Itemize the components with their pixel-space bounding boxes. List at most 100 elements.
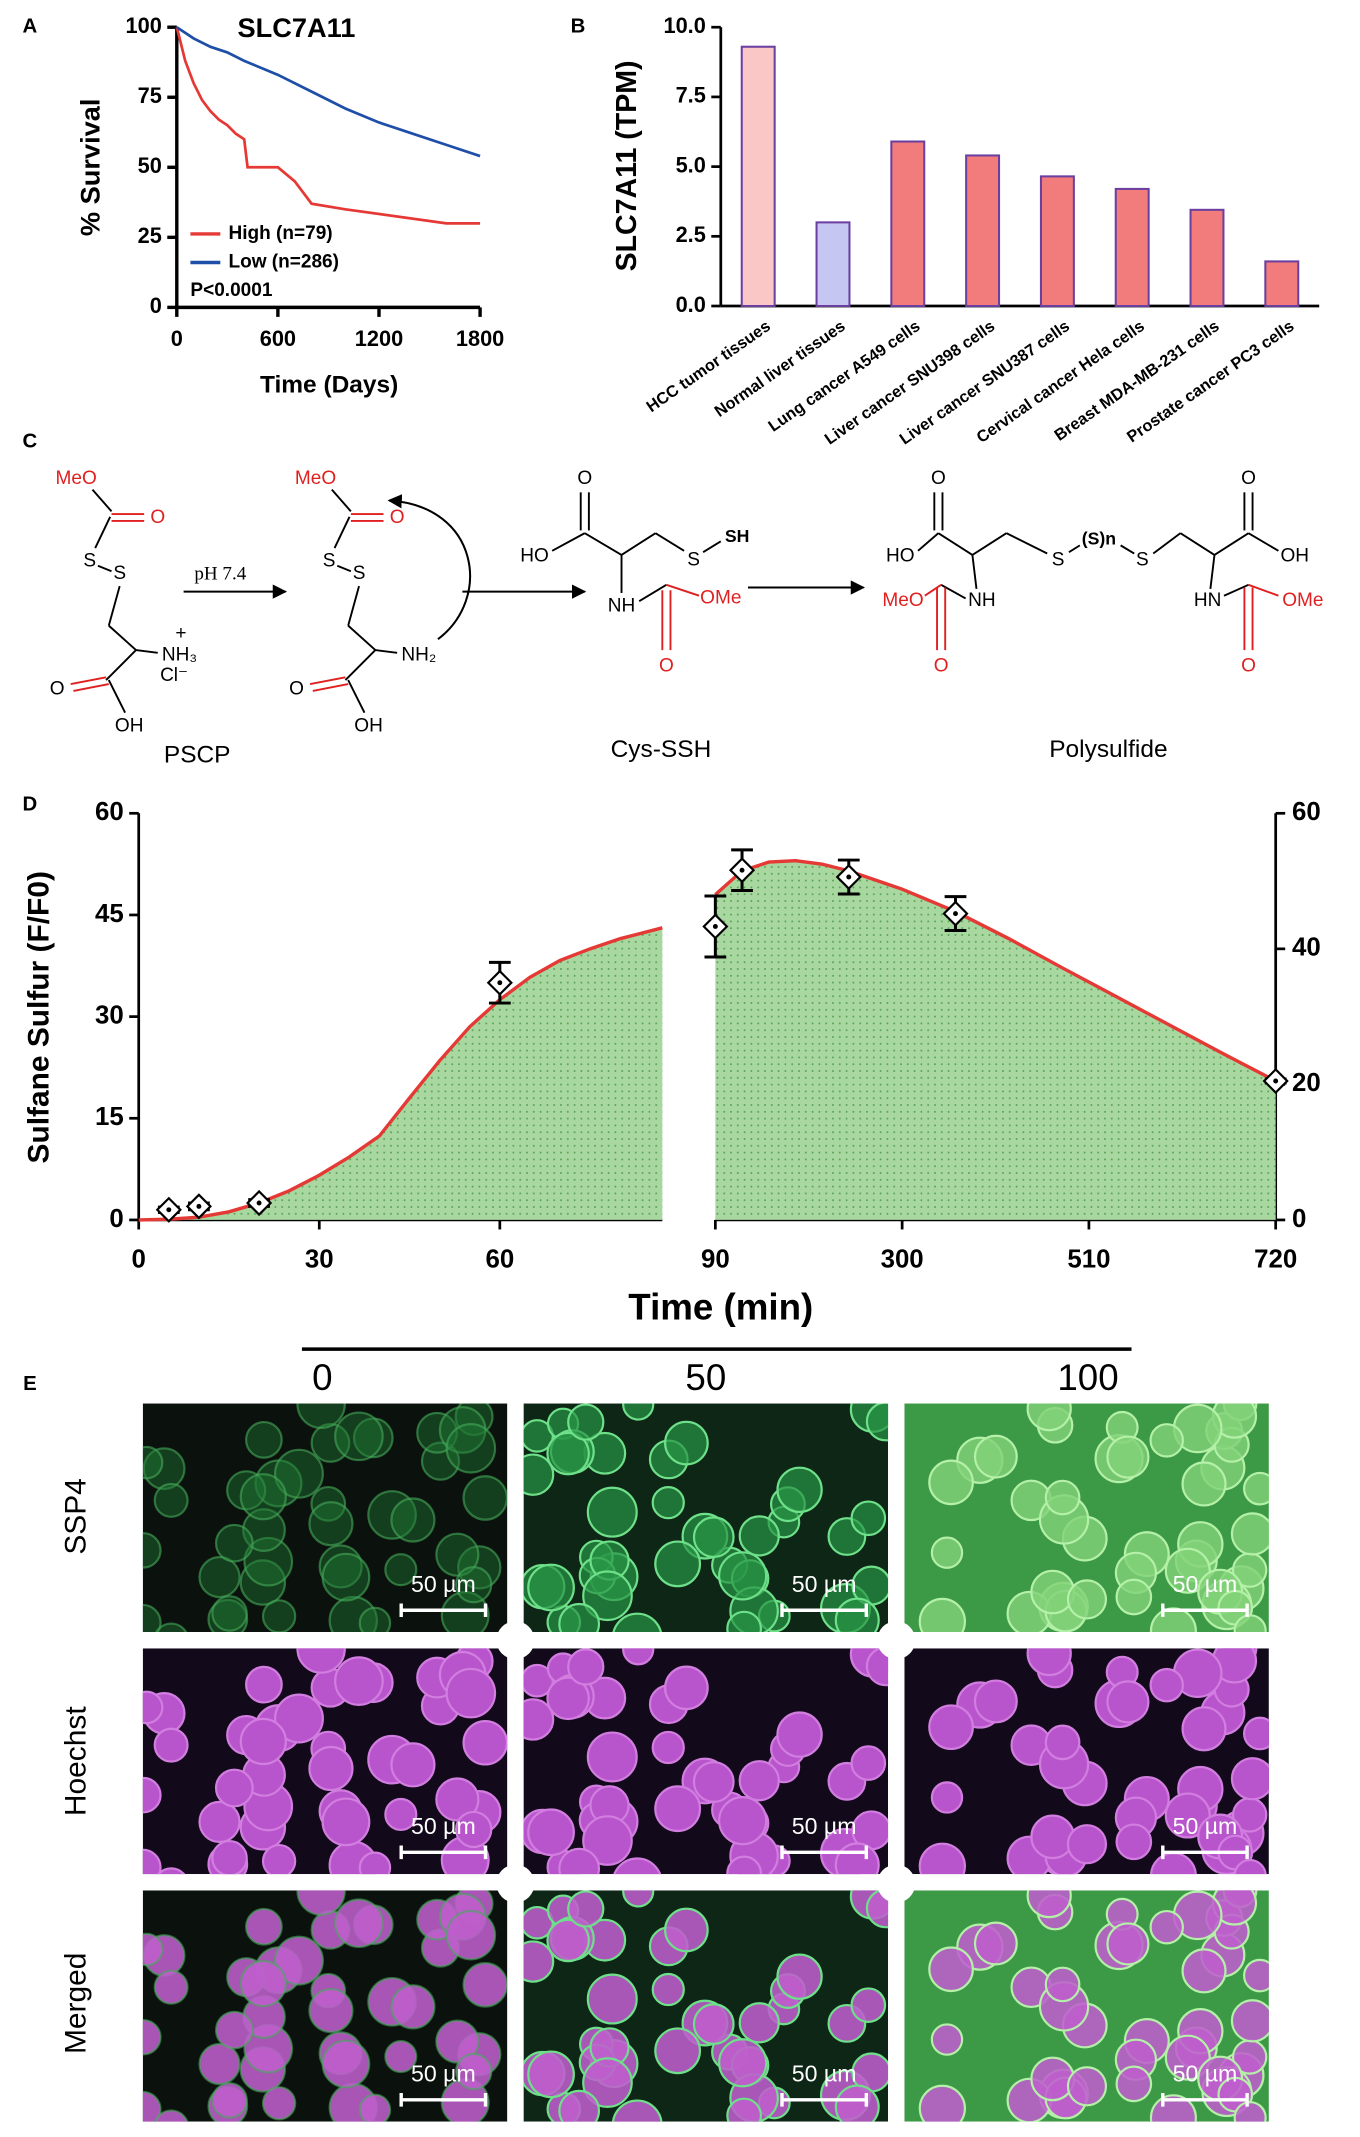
cell xyxy=(692,1516,735,1559)
y-tick-label: 30 xyxy=(95,1001,124,1029)
cell xyxy=(211,1595,248,1632)
cell xyxy=(527,1563,575,1612)
y-axis-label: SLC7A11 (TPM) xyxy=(611,60,643,271)
cell xyxy=(273,1693,324,1744)
fit-line xyxy=(138,926,663,1222)
atom-label: SH xyxy=(725,526,750,546)
cell xyxy=(1149,1423,1184,1458)
y-tick-label: 0 xyxy=(109,1205,123,1233)
bond xyxy=(1120,544,1135,555)
cell xyxy=(1181,1948,1227,1994)
scale-bar xyxy=(780,1845,869,1860)
micrograph-tile xyxy=(142,1403,508,1633)
cell xyxy=(622,1890,655,1908)
bond xyxy=(1068,544,1081,553)
dose-label: 0 xyxy=(312,1357,332,1398)
cell xyxy=(142,1776,162,1814)
cell xyxy=(245,1665,283,1704)
scale-bar xyxy=(1161,1603,1249,1618)
dose-label: 100 xyxy=(1057,1357,1118,1398)
compound-name: Polysulfide xyxy=(1049,736,1167,763)
cell xyxy=(1149,1909,1184,1945)
cell xyxy=(454,1566,493,1604)
micrograph-tile xyxy=(904,1403,1269,1633)
bar xyxy=(815,221,851,308)
bond xyxy=(666,583,700,597)
cell xyxy=(834,1842,880,1875)
atom-label: MeO xyxy=(882,590,923,611)
fit-area-texture xyxy=(138,927,663,1220)
atom-label: OH xyxy=(354,715,383,736)
cell xyxy=(1115,1823,1153,1861)
chart-title: SLC7A11 xyxy=(238,12,356,43)
cell xyxy=(918,1597,967,1633)
cell xyxy=(1243,1958,1269,1993)
compound-name: PSCP xyxy=(164,742,231,769)
panel-label: B xyxy=(571,16,586,38)
bond xyxy=(917,532,940,552)
cell xyxy=(321,1797,371,1847)
atom-label: S xyxy=(1052,549,1065,570)
bond xyxy=(347,679,366,714)
y-tick-label: 25 xyxy=(138,223,162,248)
x-tick-label: 1200 xyxy=(355,326,403,351)
atom-label: OMe xyxy=(700,587,741,608)
x-tick-label: 510 xyxy=(1067,1246,1110,1274)
cell xyxy=(582,1570,633,1622)
atom-label: O xyxy=(390,507,405,528)
cell xyxy=(654,1540,702,1588)
cell xyxy=(1181,1706,1227,1752)
cell xyxy=(211,1839,248,1875)
bar xyxy=(965,154,1001,308)
micrograph-tile xyxy=(142,1648,508,1875)
cell xyxy=(930,1781,964,1814)
cell xyxy=(523,1940,555,1983)
cell xyxy=(242,1508,286,1552)
cell xyxy=(142,2090,162,2122)
cell xyxy=(142,2018,162,2056)
cell xyxy=(1066,1824,1108,1865)
cell xyxy=(445,1909,497,1961)
cell xyxy=(321,1552,371,1602)
bond xyxy=(94,516,112,549)
y-tick-label: 0 xyxy=(150,293,162,318)
bond xyxy=(347,585,360,626)
cell xyxy=(153,1482,189,1518)
data-point-center xyxy=(166,1207,172,1213)
cell xyxy=(612,1612,662,1633)
cell xyxy=(651,1730,685,1765)
cell xyxy=(245,1907,283,1946)
bond xyxy=(375,649,398,654)
bond xyxy=(135,649,158,654)
micrograph-tile xyxy=(523,1890,889,2122)
legend-label: High (n=79) xyxy=(228,223,332,244)
cell xyxy=(239,1473,287,1521)
cell xyxy=(214,2010,254,2050)
x-tick-label: 300 xyxy=(881,1246,924,1274)
cell xyxy=(718,2038,768,2088)
atom-label: O xyxy=(577,468,592,489)
cell xyxy=(546,1918,590,1963)
cell xyxy=(930,1536,964,1569)
y-tick-label: 60 xyxy=(95,798,124,826)
cell xyxy=(261,1599,297,1633)
cell xyxy=(523,1698,555,1741)
cell xyxy=(527,1808,575,1857)
bond xyxy=(105,649,137,681)
atom-label: O xyxy=(150,507,165,528)
cell xyxy=(239,1959,287,2008)
atom-label: Cl⁻ xyxy=(160,665,188,686)
tile-junction xyxy=(877,1621,916,1660)
bond xyxy=(937,532,973,556)
cell xyxy=(918,1842,967,1875)
x-tick-label: 0 xyxy=(171,326,183,351)
bond xyxy=(655,532,685,552)
y-tick-label: 5.0 xyxy=(676,152,706,177)
cell xyxy=(928,1946,974,1993)
y-tick-label: 60 xyxy=(1292,798,1321,826)
bond xyxy=(107,679,126,714)
cell xyxy=(384,1797,418,1832)
cell xyxy=(850,1987,887,2023)
bond xyxy=(1223,583,1249,597)
